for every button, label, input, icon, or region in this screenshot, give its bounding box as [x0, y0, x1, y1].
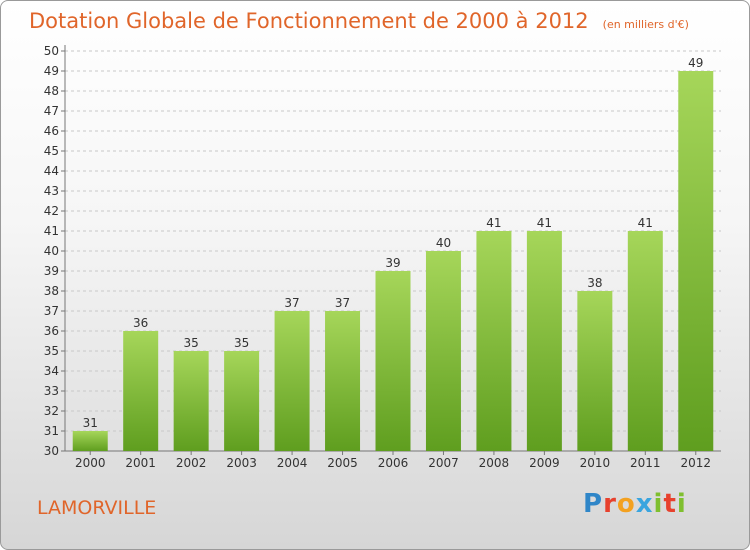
y-tick-label: 36	[44, 324, 59, 338]
bar	[526, 231, 562, 451]
bar-data-label: 35	[184, 336, 199, 350]
bar-data-label: 38	[587, 276, 602, 290]
bar-data-label: 36	[133, 316, 148, 330]
y-tick-label: 34	[44, 364, 59, 378]
x-tick-label: 2003	[226, 456, 257, 470]
logo-letter: i	[653, 489, 664, 519]
y-tick-label: 40	[44, 244, 59, 258]
x-tick-label: 2012	[680, 456, 711, 470]
y-tick-label: 44	[44, 164, 59, 178]
y-tick-label: 38	[44, 284, 59, 298]
x-tick-label: 2008	[479, 456, 510, 470]
bar	[224, 351, 260, 451]
bar	[123, 331, 159, 451]
logo-letter: x	[635, 489, 654, 519]
y-tick-label: 32	[44, 404, 59, 418]
logo-letter: o	[616, 489, 636, 519]
bar	[375, 271, 411, 451]
bar-data-label: 35	[234, 336, 249, 350]
y-tick-label: 46	[44, 124, 59, 138]
y-tick-label: 42	[44, 204, 59, 218]
bar-data-label: 41	[486, 216, 501, 230]
bar	[72, 431, 108, 451]
y-tick-label: 37	[44, 304, 59, 318]
x-tick-label: 2010	[580, 456, 611, 470]
x-tick-label: 2009	[529, 456, 560, 470]
bar	[577, 291, 613, 451]
bar-data-label: 39	[385, 256, 400, 270]
y-tick-label: 39	[44, 264, 59, 278]
y-tick-label: 50	[44, 44, 59, 58]
bar	[627, 231, 663, 451]
y-tick-label: 47	[44, 104, 59, 118]
logo-letter: r	[603, 489, 617, 519]
y-tick-label: 43	[44, 184, 59, 198]
x-tick-label: 2002	[176, 456, 207, 470]
y-tick-label: 48	[44, 84, 59, 98]
bar	[325, 311, 361, 451]
labels: 30 31 32 33 34 35 36 37 38 39 40 41 42 43 44 45 46 47 48 49…	[44, 44, 711, 470]
bar	[274, 311, 310, 451]
bar-data-label: 41	[638, 216, 653, 230]
bar	[425, 251, 461, 451]
x-tick-label: 2000	[75, 456, 106, 470]
x-tick-label: 2001	[125, 456, 156, 470]
bar-data-label: 41	[537, 216, 552, 230]
logo-letter: t	[663, 489, 677, 519]
bars	[72, 71, 714, 451]
chart-title-main: Dotation Globale de Fonctionnement de 20…	[29, 9, 589, 33]
bar	[173, 351, 209, 451]
y-tick-label: 41	[44, 224, 59, 238]
bar-data-label: 37	[284, 296, 299, 310]
y-tick-label: 33	[44, 384, 59, 398]
bar	[476, 231, 512, 451]
x-tick-label: 2004	[277, 456, 308, 470]
y-tick-label: 35	[44, 344, 59, 358]
x-tick-label: 2007	[428, 456, 459, 470]
logo-letter: i	[676, 489, 687, 519]
commune-name: LAMORVILLE	[37, 497, 157, 519]
y-tick-label: 45	[44, 144, 59, 158]
chart-unit-note: (en milliers d'€)	[602, 18, 689, 31]
chart-title: Dotation Globale de Fonctionnement de 20…	[29, 9, 689, 33]
x-tick-label: 2006	[378, 456, 409, 470]
y-tick-label: 30	[44, 444, 59, 458]
bar-data-label: 40	[436, 236, 451, 250]
bar-data-label: 37	[335, 296, 350, 310]
bar-data-label: 31	[83, 416, 98, 430]
y-tick-label: 49	[44, 64, 59, 78]
logo-letter: P	[583, 489, 604, 519]
x-tick-label: 2005	[327, 456, 358, 470]
bar-data-label: 49	[688, 56, 703, 70]
x-tick-label: 2011	[630, 456, 661, 470]
proxiti-logo: Proxiti	[583, 489, 687, 519]
bar	[678, 71, 714, 451]
y-tick-label: 31	[44, 424, 59, 438]
